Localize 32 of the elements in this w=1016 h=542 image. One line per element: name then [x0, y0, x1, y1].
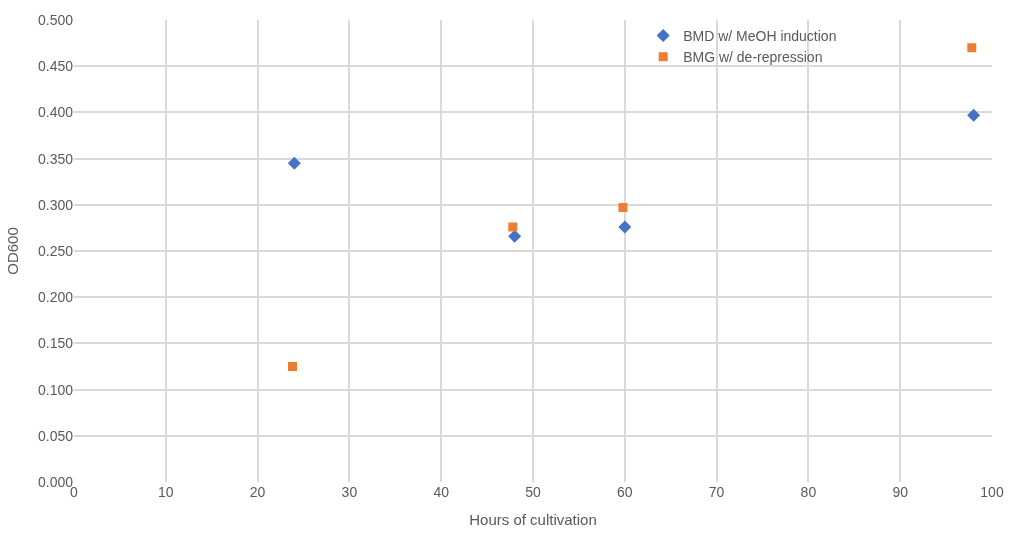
y-tick-label: 0.200 [37, 289, 74, 306]
y-tick-label: 0.300 [37, 196, 74, 213]
x-tick-label: 90 [892, 484, 909, 500]
point [287, 156, 301, 170]
point [287, 362, 297, 371]
legend-label: BMD w/ MeOH induction [683, 28, 837, 45]
x-tick-label: 60 [617, 484, 633, 500]
x-tick-label: 50 [525, 484, 541, 500]
x-tick-label: 20 [249, 484, 266, 500]
x-tick-label: 10 [158, 484, 174, 500]
x-tick-label: 70 [708, 484, 725, 500]
y-axis-title: OD600 [4, 227, 22, 275]
y-tick-label: 0.050 [37, 427, 74, 444]
point [618, 220, 632, 234]
point [508, 222, 518, 232]
y-tick-label: 0.100 [37, 381, 74, 398]
x-tick-label: 100 [980, 484, 1004, 500]
x-axis-title: Hours of cultivation [469, 511, 597, 528]
y-tick-label: 0.250 [37, 242, 74, 259]
point [508, 229, 522, 243]
y-tick-label: 0.500 [37, 11, 74, 28]
x-tick-label: 30 [341, 484, 358, 500]
legend-label: BMG w/ de-repression [683, 49, 823, 66]
point [618, 203, 628, 213]
x-tick-label: 80 [800, 484, 817, 500]
y-tick-label: 0.450 [37, 58, 74, 75]
y-tick-label: 0.150 [37, 335, 74, 352]
point [967, 108, 981, 122]
point [967, 43, 977, 53]
y-tick-label: 0.350 [37, 150, 74, 167]
x-tick-label: 40 [433, 484, 450, 500]
y-tick-label: 0.400 [37, 104, 74, 121]
